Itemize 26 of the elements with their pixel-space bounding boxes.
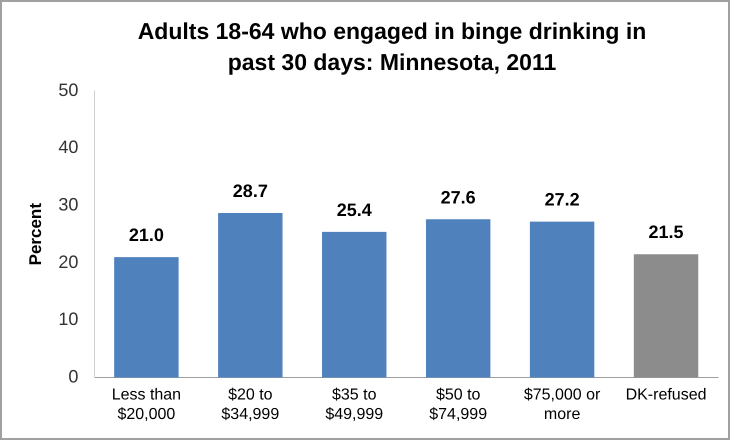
bar [218,212,283,378]
x-tick-label: $50 to $74,999 [429,386,488,423]
data-label: 21.0 [128,225,164,246]
x-tick-label: Less than $20,000 [112,386,182,423]
y-tick-label: 20 [58,252,78,272]
bar [322,232,386,378]
x-tick-label: $75,000 or more [524,386,602,423]
data-label: 27.6 [440,187,476,208]
bar [634,254,698,378]
y-axis-title: Percent [26,202,45,266]
bar [114,257,179,378]
bar [530,222,594,378]
chart-title: Adults 18-64 who engaged in binge drinking in past 30 days: Minnesota, 2011 [136,17,648,77]
x-tick-label: DK-refused [626,386,706,404]
bar [426,219,490,378]
y-tick-label: 0 [68,366,78,387]
y-tick-label: 40 [58,137,78,158]
x-tick-label: $20 to $34,999 [221,386,280,423]
y-tick-label: 50 [58,80,78,100]
data-label: 21.5 [648,222,684,242]
data-label: 27.2 [544,190,580,210]
x-tick-label: $35 to $49,999 [325,386,384,423]
y-tick-label: 30 [58,194,78,214]
y-tick-label: 10 [58,309,78,330]
data-label: 28.7 [232,180,268,201]
data-label: 25.4 [336,200,372,220]
